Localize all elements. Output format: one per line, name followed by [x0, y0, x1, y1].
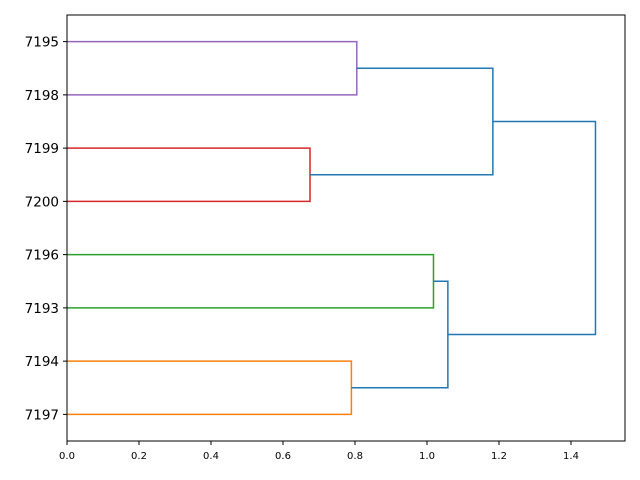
x-tick-label: 0.6	[275, 451, 291, 462]
x-tick-label: 0.8	[347, 451, 363, 462]
y-axis: 7195 7198 7199 7200 7196 7193 7194 7197	[25, 35, 67, 423]
leaf-label-7197: 7197	[25, 407, 59, 423]
leaf-label-7196: 7196	[25, 248, 59, 264]
x-tick-label: 1.2	[491, 451, 507, 462]
x-tick-label: 0.2	[131, 451, 147, 462]
plot-frame	[66, 14, 626, 442]
leaf-label-7199: 7199	[25, 141, 59, 157]
leaf-label-7200: 7200	[25, 194, 59, 210]
dendrogram-links	[67, 40, 597, 416]
leaf-label-7194: 7194	[25, 354, 59, 370]
dendrogram-link-6	[447, 120, 597, 336]
x-axis: 0.0 0.2 0.4 0.6 0.8 1.0 1.2 1.4	[59, 441, 579, 462]
leaf-label-7193: 7193	[25, 301, 59, 317]
x-tick-label: 1.4	[563, 451, 579, 462]
x-tick-label: 0.4	[203, 451, 219, 462]
x-tick-label: 0.0	[59, 451, 75, 462]
leaf-label-7195: 7195	[25, 35, 59, 51]
leaf-label-7198: 7198	[25, 88, 59, 104]
x-tick-label: 1.0	[419, 451, 435, 462]
